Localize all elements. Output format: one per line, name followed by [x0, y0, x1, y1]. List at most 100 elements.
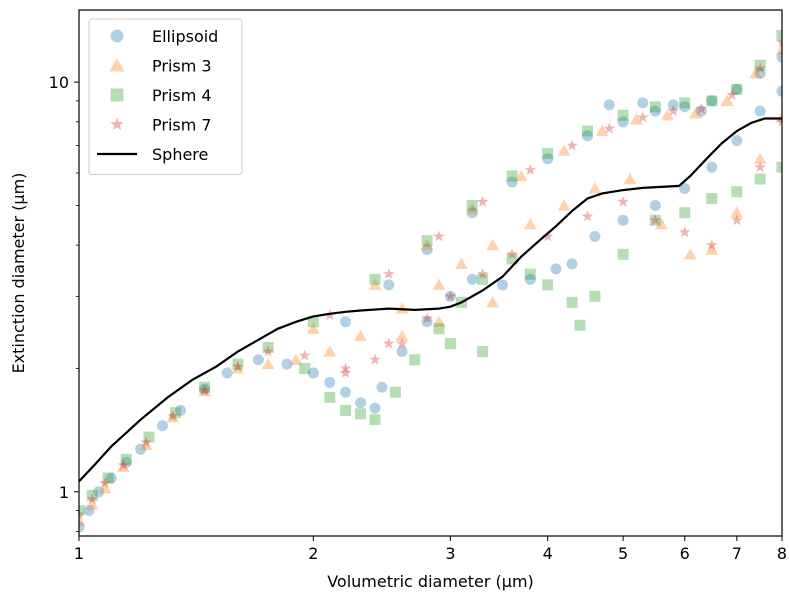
- legend-label: Ellipsoid: [152, 27, 218, 46]
- data-point: [396, 337, 408, 349]
- data-point: [603, 122, 616, 134]
- data-point: [396, 346, 408, 358]
- data-point: [581, 210, 594, 222]
- data-point: [706, 95, 718, 107]
- data-point: [506, 176, 518, 188]
- data-point: [731, 214, 743, 226]
- data-point: [514, 169, 528, 182]
- data-point: [695, 105, 707, 117]
- data-point: [588, 182, 602, 194]
- data-point: [776, 36, 782, 48]
- y-tick-label: 1: [59, 483, 69, 502]
- x-tick-label: 6: [680, 544, 690, 563]
- data-point: [199, 381, 211, 393]
- data-point: [281, 358, 293, 370]
- data-point: [409, 354, 421, 366]
- data-point: [630, 113, 643, 125]
- legend: Ellipsoid Prism 3 Prism 4 Prism 7 Sphere: [88, 18, 243, 175]
- data-point: [524, 268, 536, 280]
- data-point: [476, 195, 489, 207]
- data-point: [421, 235, 433, 247]
- data-point: [706, 95, 718, 107]
- data-point: [376, 381, 388, 393]
- x-tick-label: 7: [732, 544, 742, 563]
- data-point: [775, 111, 782, 123]
- data-point: [433, 323, 445, 335]
- data-point: [497, 279, 509, 291]
- data-point: [617, 116, 629, 128]
- data-point: [550, 263, 562, 275]
- data-point: [776, 115, 782, 127]
- data-point: [617, 214, 629, 226]
- data-point: [476, 268, 489, 279]
- data-point: [542, 279, 554, 291]
- data-point: [581, 130, 593, 142]
- data-point: [661, 108, 674, 121]
- data-point: [98, 481, 112, 494]
- data-point: [355, 408, 367, 420]
- data-point: [340, 386, 352, 398]
- data-point: [166, 410, 180, 423]
- legend-label: Sphere: [152, 145, 208, 164]
- data-point: [120, 456, 132, 468]
- data-point: [595, 124, 609, 137]
- data-point: [655, 217, 668, 230]
- data-point: [444, 338, 456, 350]
- x-tick-label: 4: [543, 544, 553, 563]
- data-point: [566, 296, 578, 308]
- y-axis: 1 10: [49, 73, 79, 532]
- series-prism-3: [79, 43, 782, 526]
- data-point: [574, 319, 586, 331]
- data-point: [86, 489, 98, 501]
- data-point: [252, 354, 264, 366]
- plot-frame: [78, 9, 783, 537]
- legend-item: Prism 3: [109, 57, 212, 76]
- data-point: [143, 431, 155, 443]
- legend-swatch: [109, 58, 125, 72]
- data-point: [354, 329, 367, 342]
- series-layer: [79, 29, 782, 533]
- data-point: [679, 182, 691, 194]
- data-point: [389, 386, 401, 398]
- data-point: [776, 51, 782, 63]
- data-point: [79, 508, 85, 520]
- data-point: [156, 420, 168, 432]
- data-point: [79, 521, 85, 533]
- data-point: [689, 106, 703, 119]
- data-point: [466, 207, 478, 219]
- data-point: [623, 172, 637, 185]
- data-point: [637, 97, 649, 109]
- data-point: [102, 472, 114, 484]
- data-point: [116, 460, 130, 472]
- data-point: [420, 238, 434, 251]
- data-point: [466, 199, 478, 211]
- x-tick-label: 2: [308, 544, 318, 563]
- data-point: [649, 214, 661, 226]
- data-point: [649, 101, 661, 113]
- data-point: [383, 268, 395, 279]
- data-point: [566, 258, 578, 270]
- data-point: [730, 206, 744, 218]
- data-point: [506, 248, 518, 260]
- series-sphere-line: [79, 117, 782, 483]
- data-point: [221, 367, 233, 379]
- data-point: [649, 199, 661, 211]
- data-point: [262, 342, 274, 354]
- data-point: [99, 477, 111, 489]
- series-ellipsoid: [79, 51, 782, 533]
- data-point: [369, 273, 381, 285]
- data-point: [706, 192, 718, 204]
- data-point: [506, 253, 518, 265]
- data-point: [368, 278, 382, 290]
- data-point: [79, 505, 85, 517]
- data-point: [383, 337, 395, 349]
- data-point: [581, 125, 593, 137]
- legend-item: Prism 7: [110, 116, 212, 135]
- data-point: [231, 362, 245, 374]
- data-point: [198, 384, 211, 397]
- data-point: [432, 278, 446, 290]
- x-tick-label: 8: [777, 544, 787, 563]
- data-point: [566, 139, 578, 151]
- data-point: [557, 199, 571, 211]
